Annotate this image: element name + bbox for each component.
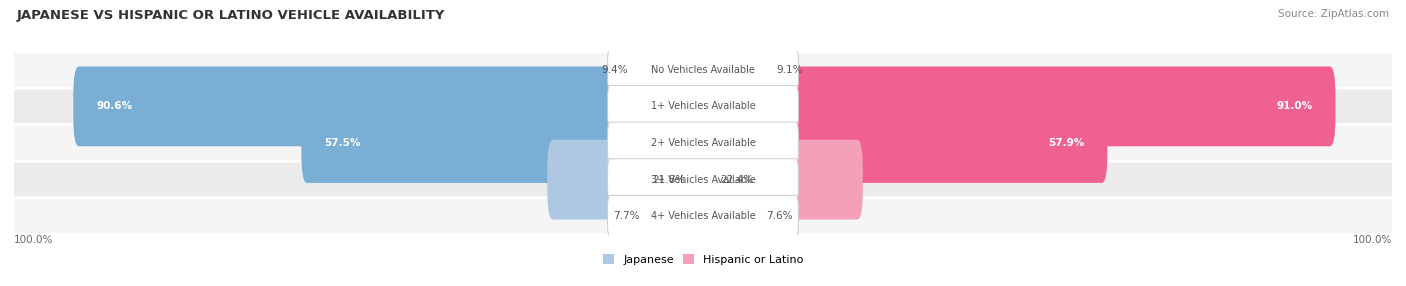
FancyBboxPatch shape <box>607 86 799 127</box>
Text: 7.6%: 7.6% <box>766 211 792 221</box>
Text: Source: ZipAtlas.com: Source: ZipAtlas.com <box>1278 9 1389 19</box>
FancyBboxPatch shape <box>697 103 1108 183</box>
Text: 9.4%: 9.4% <box>602 65 628 75</box>
Text: 91.0%: 91.0% <box>1277 102 1313 111</box>
FancyBboxPatch shape <box>697 140 863 220</box>
Text: 9.1%: 9.1% <box>776 65 803 75</box>
Text: 90.6%: 90.6% <box>96 102 132 111</box>
Text: 21.8%: 21.8% <box>652 175 686 184</box>
Text: 57.5%: 57.5% <box>323 138 360 148</box>
Text: 22.4%: 22.4% <box>720 175 754 184</box>
Text: 3+ Vehicles Available: 3+ Vehicles Available <box>651 175 755 184</box>
FancyBboxPatch shape <box>697 66 1336 146</box>
FancyBboxPatch shape <box>11 125 1395 161</box>
Text: 57.9%: 57.9% <box>1049 138 1084 148</box>
FancyBboxPatch shape <box>11 88 1395 125</box>
Legend: Japanese, Hispanic or Latino: Japanese, Hispanic or Latino <box>599 250 807 269</box>
Text: 100.0%: 100.0% <box>1353 235 1392 245</box>
FancyBboxPatch shape <box>607 159 799 200</box>
FancyBboxPatch shape <box>607 122 799 164</box>
Text: 7.7%: 7.7% <box>613 211 640 221</box>
Text: 2+ Vehicles Available: 2+ Vehicles Available <box>651 138 755 148</box>
FancyBboxPatch shape <box>11 51 1395 88</box>
FancyBboxPatch shape <box>11 161 1395 198</box>
Text: JAPANESE VS HISPANIC OR LATINO VEHICLE AVAILABILITY: JAPANESE VS HISPANIC OR LATINO VEHICLE A… <box>17 9 446 21</box>
FancyBboxPatch shape <box>547 140 709 220</box>
Text: 100.0%: 100.0% <box>14 235 53 245</box>
FancyBboxPatch shape <box>607 49 799 91</box>
FancyBboxPatch shape <box>11 198 1395 235</box>
FancyBboxPatch shape <box>633 30 709 110</box>
FancyBboxPatch shape <box>607 195 799 237</box>
FancyBboxPatch shape <box>644 176 709 256</box>
Text: No Vehicles Available: No Vehicles Available <box>651 65 755 75</box>
FancyBboxPatch shape <box>301 103 709 183</box>
FancyBboxPatch shape <box>697 30 772 110</box>
Text: 4+ Vehicles Available: 4+ Vehicles Available <box>651 211 755 221</box>
FancyBboxPatch shape <box>73 66 709 146</box>
FancyBboxPatch shape <box>697 176 761 256</box>
Text: 1+ Vehicles Available: 1+ Vehicles Available <box>651 102 755 111</box>
